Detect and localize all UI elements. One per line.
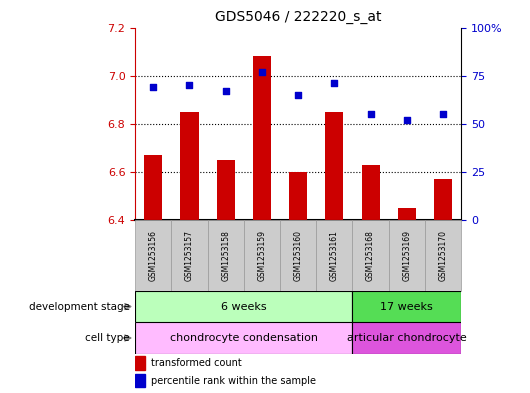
Text: GSM1253159: GSM1253159: [258, 230, 267, 281]
Point: [258, 69, 266, 75]
Point: [403, 117, 411, 123]
Bar: [253, 56, 271, 220]
Text: percentile rank within the sample: percentile rank within the sample: [152, 376, 316, 386]
Bar: [135, 220, 171, 291]
Bar: [434, 179, 452, 220]
Bar: [280, 220, 316, 291]
Text: 17 weeks: 17 weeks: [381, 301, 433, 312]
Text: GSM1253169: GSM1253169: [402, 230, 411, 281]
Bar: [352, 220, 388, 291]
Bar: [135, 356, 145, 369]
Text: GSM1253158: GSM1253158: [221, 230, 230, 281]
Point: [366, 111, 375, 117]
Point: [222, 88, 230, 94]
Bar: [171, 220, 208, 291]
Bar: [352, 291, 461, 322]
Bar: [398, 208, 416, 220]
Point: [294, 92, 302, 98]
Text: articular chondrocyte: articular chondrocyte: [347, 333, 466, 343]
Text: transformed count: transformed count: [152, 358, 242, 368]
Bar: [352, 322, 461, 354]
Bar: [361, 165, 379, 220]
Text: GSM1253160: GSM1253160: [294, 230, 303, 281]
Bar: [325, 112, 343, 220]
Text: chondrocyte condensation: chondrocyte condensation: [170, 333, 318, 343]
Bar: [388, 220, 425, 291]
Text: development stage: development stage: [29, 301, 130, 312]
Title: GDS5046 / 222220_s_at: GDS5046 / 222220_s_at: [215, 10, 382, 24]
Bar: [217, 160, 235, 220]
Bar: [144, 155, 162, 220]
Bar: [135, 374, 145, 387]
Text: GSM1253156: GSM1253156: [149, 230, 158, 281]
Bar: [425, 220, 461, 291]
Text: 6 weeks: 6 weeks: [221, 301, 267, 312]
Point: [439, 111, 447, 117]
Bar: [289, 172, 307, 220]
Point: [330, 80, 339, 86]
Text: GSM1253170: GSM1253170: [438, 230, 447, 281]
Bar: [208, 220, 244, 291]
Bar: [244, 220, 280, 291]
Point: [149, 84, 157, 90]
Text: GSM1253168: GSM1253168: [366, 230, 375, 281]
Point: [186, 82, 194, 88]
Bar: [180, 112, 199, 220]
Bar: [135, 322, 352, 354]
Text: GSM1253161: GSM1253161: [330, 230, 339, 281]
Bar: [135, 291, 352, 322]
Text: GSM1253157: GSM1253157: [185, 230, 194, 281]
Bar: [316, 220, 352, 291]
Text: cell type: cell type: [85, 333, 130, 343]
